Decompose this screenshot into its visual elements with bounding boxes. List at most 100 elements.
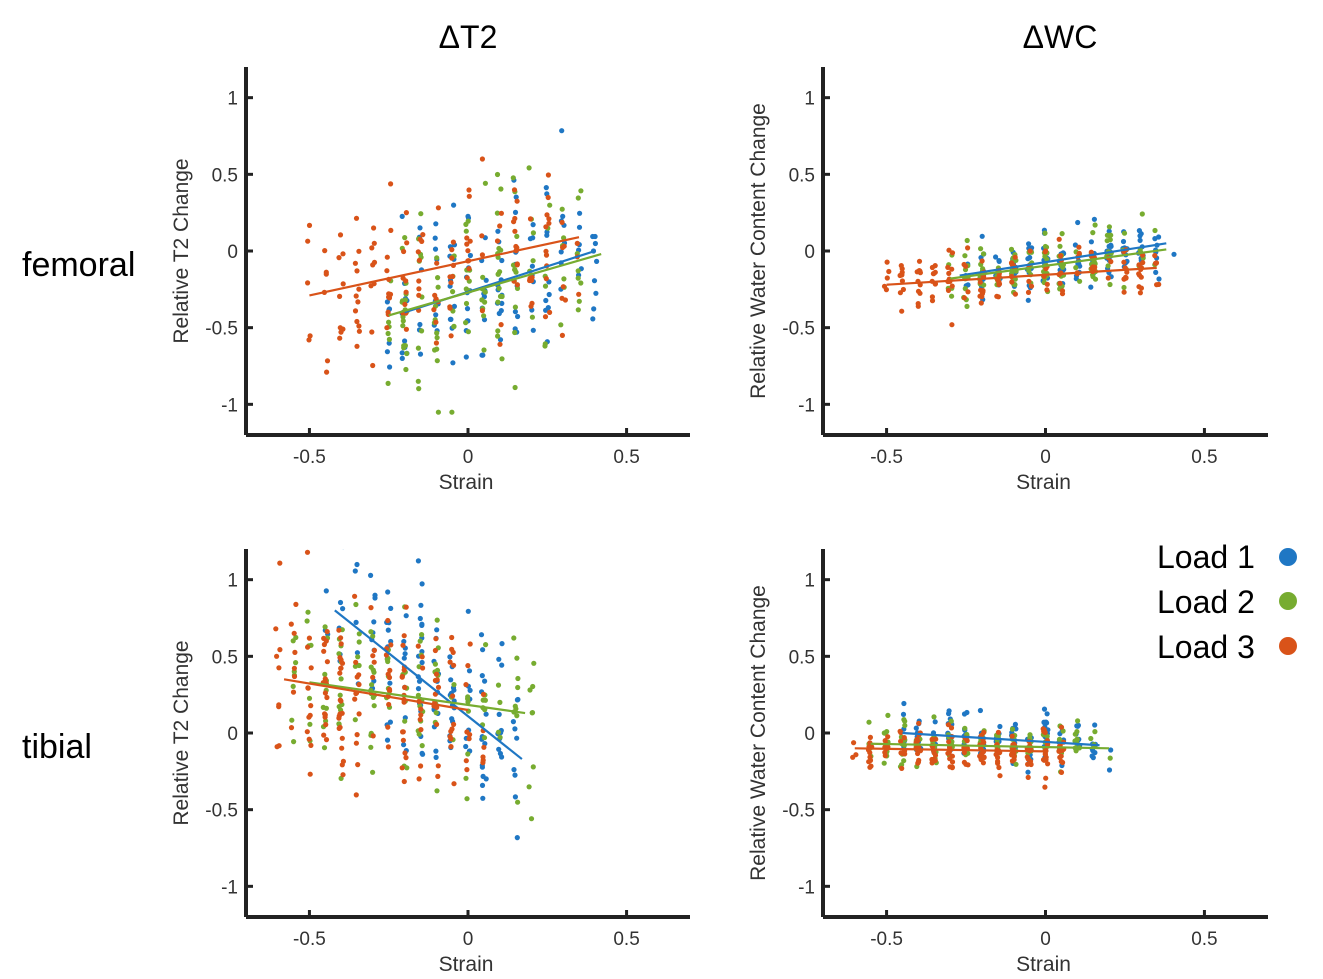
data-point-load-1 <box>1041 719 1047 726</box>
data-point-load-3 <box>352 593 358 599</box>
data-point-load-2 <box>530 683 536 690</box>
fit-line-load-1 <box>959 242 1167 277</box>
data-point-load-2 <box>434 255 440 261</box>
data-point-load-3 <box>418 727 424 733</box>
data-point-load-3 <box>527 216 534 222</box>
data-point-load-3 <box>1058 753 1064 759</box>
data-point-load-3 <box>401 633 407 639</box>
data-point-load-3 <box>544 212 550 218</box>
data-point-load-1 <box>352 568 358 574</box>
data-point-load-1 <box>447 316 453 322</box>
data-point-load-2 <box>902 718 908 724</box>
data-point-load-2 <box>512 329 518 336</box>
data-point-load-2 <box>1107 755 1113 761</box>
data-point-load-3 <box>276 702 282 708</box>
data-point-load-3 <box>277 647 283 653</box>
y-axis-label: Relative T2 Change <box>170 640 193 825</box>
data-point-load-3 <box>933 736 939 742</box>
x-tick-label: 0 <box>463 447 474 468</box>
data-point-load-2 <box>482 289 488 295</box>
data-point-load-3 <box>388 181 394 187</box>
femoral-wc-plot: -0.5 0 0.5 -1 -0.5 0 0.5 1 Strain Relative Water … <box>747 67 1268 494</box>
data-point-load-3 <box>420 665 426 671</box>
data-point-load-3 <box>448 744 454 750</box>
data-point-load-1 <box>387 680 393 686</box>
data-point-load-3 <box>1042 784 1048 790</box>
data-point-load-3 <box>981 755 987 761</box>
data-point-load-1 <box>544 232 550 238</box>
data-point-load-3 <box>946 750 952 756</box>
data-point-load-2 <box>528 816 535 822</box>
data-point-load-3 <box>480 754 486 760</box>
data-point-load-2 <box>559 206 565 212</box>
data-point-load-3 <box>353 215 360 221</box>
x-tick-label: -0.5 <box>870 447 903 468</box>
data-point-load-1 <box>399 350 405 356</box>
data-point-load-3 <box>977 279 983 285</box>
data-point-load-1 <box>340 606 346 612</box>
data-point-load-3 <box>447 305 453 311</box>
data-point-load-3 <box>416 286 422 292</box>
data-point-load-1 <box>1106 228 1112 234</box>
data-point-load-3 <box>291 630 297 636</box>
data-point-load-2 <box>305 609 311 615</box>
data-point-load-2 <box>964 303 970 309</box>
data-point-load-3 <box>370 653 376 659</box>
data-point-load-3 <box>929 298 936 304</box>
data-point-load-1 <box>433 312 439 318</box>
data-point-load-1 <box>432 246 439 252</box>
y-axis-label: Relative Water Content Change <box>747 585 770 881</box>
data-point-load-3 <box>385 744 391 750</box>
data-point-load-1 <box>965 282 971 288</box>
data-point-load-3 <box>463 682 469 688</box>
data-point-load-2 <box>531 660 537 666</box>
data-point-load-2 <box>404 765 410 771</box>
data-point-load-3 <box>479 252 485 258</box>
data-point-load-1 <box>511 767 517 773</box>
data-point-load-3 <box>543 248 549 254</box>
data-point-load-3 <box>547 309 553 315</box>
data-point-load-2 <box>1077 278 1083 284</box>
data-point-load-3 <box>916 720 922 726</box>
data-point-load-2 <box>1106 232 1112 238</box>
data-point-load-2 <box>416 731 422 737</box>
data-point-load-1 <box>901 700 907 707</box>
data-point-load-2 <box>578 188 584 194</box>
data-point-load-3 <box>465 248 471 254</box>
data-point-load-3 <box>352 308 359 314</box>
data-point-load-3 <box>949 322 955 328</box>
data-point-load-2 <box>1090 230 1096 236</box>
data-point-load-3 <box>416 278 422 284</box>
data-point-load-1 <box>496 656 502 662</box>
fit-line-load-3 <box>309 236 580 297</box>
y-tick-label: -1 <box>221 395 238 416</box>
data-point-load-3 <box>338 698 344 704</box>
data-point-load-3 <box>293 601 299 608</box>
data-point-load-2 <box>321 745 328 751</box>
data-point-load-3 <box>434 260 440 266</box>
data-point-load-3 <box>353 740 359 746</box>
data-point-load-2 <box>1027 732 1033 738</box>
data-point-load-3 <box>404 240 410 246</box>
data-point-load-3 <box>915 301 921 307</box>
data-point-load-2 <box>415 378 421 384</box>
data-point-load-2 <box>1088 735 1094 742</box>
data-point-load-3 <box>464 275 470 281</box>
data-point-load-3 <box>321 648 327 654</box>
data-point-load-3 <box>543 252 550 258</box>
data-point-load-3 <box>1043 775 1049 781</box>
data-point-load-3 <box>915 760 921 766</box>
data-point-load-2 <box>400 314 406 320</box>
data-point-load-3 <box>338 635 344 641</box>
y-tick-label: 0 <box>804 242 815 263</box>
data-point-load-1 <box>479 764 485 770</box>
data-point-load-3 <box>402 750 408 756</box>
data-point-load-3 <box>388 642 394 648</box>
data-point-load-2 <box>385 330 391 337</box>
data-point-load-3 <box>339 710 345 716</box>
data-point-load-1 <box>513 194 519 200</box>
data-point-load-3 <box>337 335 343 341</box>
x-tick-label: 0 <box>1040 929 1051 950</box>
data-point-load-1 <box>448 677 454 683</box>
legend-label-load-2: Load 2 <box>1157 584 1255 620</box>
